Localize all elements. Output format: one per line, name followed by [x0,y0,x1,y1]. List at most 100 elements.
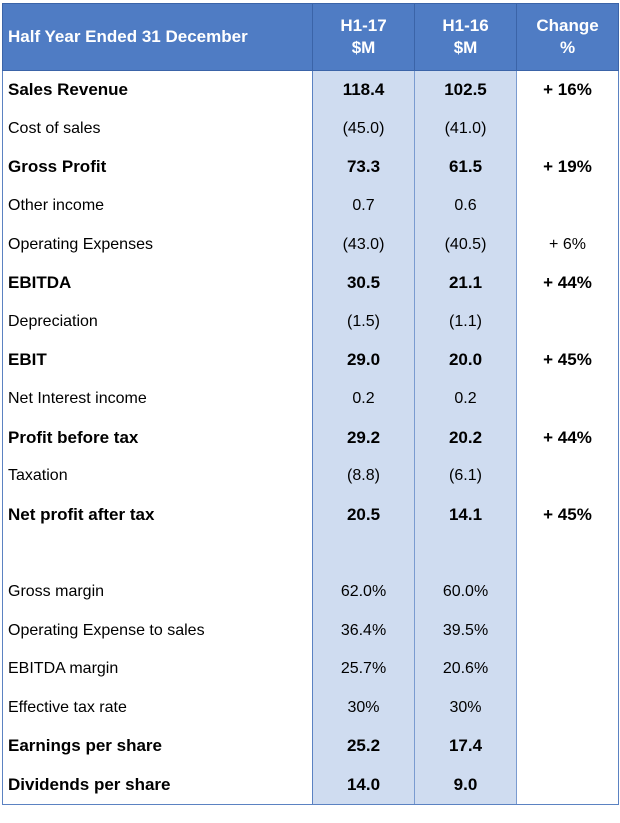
row-label: EBIT [2,341,313,380]
row-h117-value: 25.2 [312,727,415,766]
row-label: Other income [2,186,313,226]
row-h116-value: 102.5 [414,69,517,110]
row-change-value [516,456,619,496]
row-label: Earnings per share [2,727,313,766]
header-h117-label: H1-17 [340,16,387,35]
table-row: EBIT 29.0 20.0 + 45% [2,341,619,380]
row-label: Taxation [2,456,313,496]
row-h117-value: 0.7 [312,186,415,226]
row-label: Sales Revenue [2,69,313,110]
table-row: Operating Expense to sales 36.4% 39.5% [2,611,619,650]
table-row: Gross Profit 73.3 61.5 + 19% [2,148,619,187]
row-label: Net Interest income [2,379,313,419]
table-row: Dividends per share 14.0 9.0 [2,765,619,806]
row-label: EBITDA margin [2,649,313,689]
row-label [2,534,313,573]
row-label: Depreciation [2,302,313,342]
row-change-value [516,727,619,766]
row-h117-value: (43.0) [312,225,415,264]
row-change-value [516,765,619,806]
table-row: Gross margin 62.0% 60.0% [2,572,619,612]
row-h116-value: (1.1) [414,302,517,342]
table-row: Sales Revenue 118.4 102.5 + 16% [2,69,619,110]
row-h117-value: 118.4 [312,69,415,110]
row-label: Effective tax rate [2,688,313,728]
table-row: Cost of sales (45.0) (41.0) [2,109,619,149]
row-change-value: + 44% [516,418,619,457]
row-change-value: + 45% [516,495,619,535]
row-h117-value: 29.0 [312,341,415,380]
table-row: Operating Expenses (43.0) (40.5) + 6% [2,225,619,264]
table-row: EBITDA margin 25.7% 20.6% [2,649,619,689]
row-change-value [516,572,619,612]
row-h116-value: 20.0 [414,341,517,380]
table-row: Profit before tax 29.2 20.2 + 44% [2,418,619,457]
table-header-row: Half Year Ended 31 December H1-17 $M H1-1… [2,3,619,71]
row-label: Net profit after tax [2,495,313,535]
row-h116-value: 61.5 [414,148,517,187]
table-row: Earnings per share 25.2 17.4 [2,727,619,766]
header-h116: H1-16 $M [414,3,517,71]
row-h116-value: 20.2 [414,418,517,457]
financial-summary: Half Year Ended 31 December H1-17 $M H1-1… [2,3,619,806]
row-h117-value: (8.8) [312,456,415,496]
row-change-value [516,534,619,573]
row-h117-value: 20.5 [312,495,415,535]
header-h117: H1-17 $M [312,3,415,71]
row-h117-value: (45.0) [312,109,415,149]
row-h116-value: 20.6% [414,649,517,689]
row-label: EBITDA [2,263,313,303]
row-h116-value: 17.4 [414,727,517,766]
row-label: Operating Expenses [2,225,313,264]
row-h117-value: (1.5) [312,302,415,342]
row-h117-value: 36.4% [312,611,415,650]
row-change-value: + 45% [516,341,619,380]
header-h116-unit: $M [453,38,478,57]
row-h117-value: 14.0 [312,765,415,806]
row-change-value [516,109,619,149]
row-change-value: + 44% [516,263,619,303]
table-row: Net profit after tax 20.5 14.1 + 45% [2,495,619,535]
row-change-value [516,379,619,419]
row-h116-value: 60.0% [414,572,517,612]
row-h117-value: 0.2 [312,379,415,419]
row-h117-value: 25.7% [312,649,415,689]
row-h116-value: 0.6 [414,186,517,226]
row-label: Operating Expense to sales [2,611,313,650]
table-row: Depreciation (1.5) (1.1) [2,302,619,342]
row-h116-value: (40.5) [414,225,517,264]
row-h117-value: 62.0% [312,572,415,612]
header-change-unit: % [559,38,576,57]
row-h117-value [312,534,415,573]
row-change-value: + 16% [516,69,619,110]
row-label: Cost of sales [2,109,313,149]
row-h116-value: (6.1) [414,456,517,496]
row-h117-value: 30% [312,688,415,728]
table-row: Taxation (8.8) (6.1) [2,456,619,496]
table-row: Other income 0.7 0.6 [2,186,619,226]
row-label: Dividends per share [2,765,313,806]
table-body: Sales Revenue 118.4 102.5 + 16% Cost of sale… [2,69,619,806]
row-h116-value: 9.0 [414,765,517,806]
row-h116-value: 39.5% [414,611,517,650]
row-change-value: + 19% [516,148,619,187]
row-h116-value: 21.1 [414,263,517,303]
header-h117-unit: $M [351,38,376,57]
row-change-value [516,611,619,650]
header-period: Half Year Ended 31 December [2,3,313,71]
row-change-value [516,186,619,226]
row-label: Profit before tax [2,418,313,457]
table-row: EBITDA 30.5 21.1 + 44% [2,263,619,303]
header-change-label: Change [536,16,599,35]
row-h116-value: 14.1 [414,495,517,535]
header-h116-label: H1-16 [442,16,489,35]
row-change-value [516,649,619,689]
row-change-value [516,688,619,728]
row-change-value [516,302,619,342]
row-h116-value [414,534,517,573]
row-label: Gross Profit [2,148,313,187]
row-change-value: + 6% [516,225,619,264]
row-label: Gross margin [2,572,313,612]
table-row: Net Interest income 0.2 0.2 [2,379,619,419]
table-row: Effective tax rate 30% 30% [2,688,619,728]
